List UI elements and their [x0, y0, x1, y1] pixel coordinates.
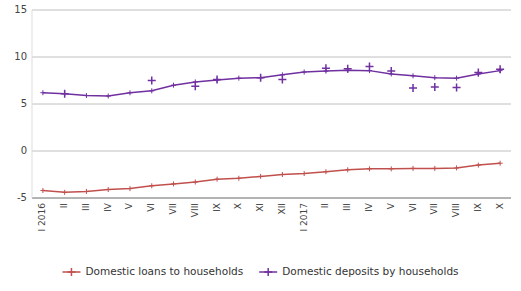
marker [323, 169, 328, 174]
marker [454, 165, 459, 170]
x-tick-label: III [342, 203, 352, 211]
marker [474, 69, 482, 77]
x-tick-label: XII [277, 203, 287, 214]
series [40, 68, 502, 99]
marker [432, 166, 437, 171]
marker [213, 76, 221, 84]
marker [62, 190, 67, 195]
grid [32, 10, 511, 198]
y-axis-line [32, 10, 33, 198]
marker [148, 77, 156, 85]
marker [476, 163, 481, 168]
marker [171, 83, 176, 88]
marker [84, 93, 89, 98]
x-tick-label: III [81, 203, 91, 211]
x-tick-label: VI [408, 203, 418, 212]
marker [280, 172, 285, 177]
x-tick-label: V [124, 202, 134, 209]
marks [40, 62, 504, 194]
legend-marker [264, 268, 272, 276]
legend: Domestic loans to households Domestic dep… [62, 265, 458, 277]
legend-label: Domestic deposits by households [282, 265, 458, 277]
marker [106, 187, 111, 192]
x-tick-label: VI [146, 203, 156, 212]
x-tick-label: IV [364, 202, 374, 212]
x-tick-label: XI [255, 203, 265, 212]
chart: -5051015I 2016IIIIIIVVVIVIIVIIIIXXXIXIII… [0, 0, 521, 291]
marker [432, 75, 437, 80]
grid-line [32, 57, 511, 58]
marker [215, 177, 220, 182]
marker [367, 166, 372, 171]
x-tick-label: IX [473, 203, 483, 212]
marker [431, 83, 439, 91]
legend-label: Domestic loans to households [85, 265, 243, 277]
x-tick-label: I 2016 [37, 203, 47, 232]
grid-line [32, 10, 511, 11]
marker [454, 76, 459, 81]
marker [411, 73, 416, 78]
marker [61, 90, 69, 98]
marker [302, 171, 307, 176]
legend-item: Domestic deposits by households [259, 265, 458, 277]
marker [322, 64, 330, 72]
legend-marker [67, 268, 75, 276]
y-tick-label: 10 [14, 51, 27, 62]
marker [453, 84, 461, 92]
marker [258, 174, 263, 179]
grid-line [32, 151, 511, 152]
marker [345, 167, 350, 172]
marker [106, 94, 111, 99]
marker [127, 90, 132, 95]
chart-container: -5051015I 2016IIIIIIVVVIVIIVIIIIXXXIXIII… [0, 0, 521, 291]
marker [149, 183, 154, 188]
x-tick-label: VIII [190, 203, 200, 217]
marker [278, 76, 286, 84]
grid-line [32, 198, 511, 199]
y-tick-label: 0 [21, 145, 27, 156]
y-tick-label: 15 [14, 4, 27, 15]
marker [236, 76, 241, 81]
marker [365, 62, 373, 70]
x-tick-label: I 2017 [299, 203, 309, 231]
marker [236, 176, 241, 181]
line [43, 163, 500, 192]
marker [40, 188, 45, 193]
marker [496, 65, 504, 73]
legend-item: Domestic loans to households [62, 265, 243, 277]
marker [127, 186, 132, 191]
x-tick-label: X [233, 203, 243, 209]
x-tick-label: V [386, 202, 396, 209]
x-tick-label: IX [212, 203, 222, 212]
x-tick-label: IV [103, 202, 113, 212]
x-tick-label: VII [168, 203, 178, 214]
series [40, 161, 502, 195]
x-tick-label: VII [429, 203, 439, 214]
y-tick-label: 5 [21, 98, 27, 109]
x-axis-line [32, 198, 511, 199]
marker [302, 70, 307, 75]
marker [387, 67, 395, 75]
line [43, 70, 500, 96]
grid-line [32, 104, 511, 105]
marker [409, 84, 417, 92]
marker [84, 189, 89, 194]
marker [344, 65, 352, 73]
marker [411, 166, 416, 171]
marker [498, 161, 503, 166]
series [61, 62, 504, 97]
marker [149, 88, 154, 93]
marker [40, 90, 45, 95]
x-tick-label: II [320, 203, 330, 208]
x-tick-label: VIII [451, 203, 461, 217]
marker [191, 82, 199, 90]
x-tick-label: X [495, 203, 505, 209]
marker [257, 74, 265, 82]
marker [193, 180, 198, 185]
y-tick-label: -5 [17, 192, 27, 203]
marker [389, 166, 394, 171]
x-tick-label: II [59, 203, 69, 208]
marker [171, 181, 176, 186]
